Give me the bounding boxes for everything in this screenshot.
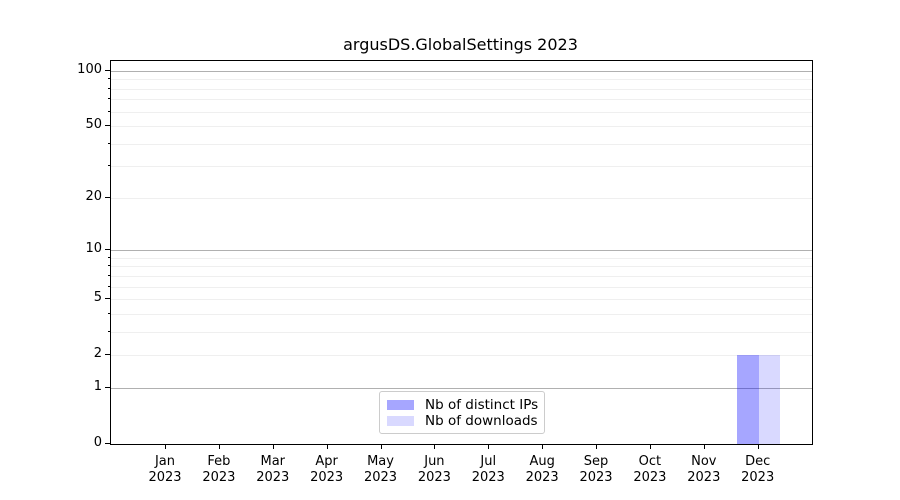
x-tick-label: Jun 2023: [417, 454, 451, 485]
y-tick-mark: [105, 196, 110, 198]
y-minor-tick-mark: [107, 330, 110, 332]
x-tick-label: Jul 2023: [471, 454, 505, 485]
gridline-major: [111, 387, 812, 389]
y-minor-tick-mark: [107, 312, 110, 314]
y-tick-mark: [105, 125, 110, 127]
gridline-minor: [111, 143, 812, 145]
legend-label-distinct-ips: Nb of distinct IPs: [425, 397, 539, 413]
legend-item-downloads: Nb of downloads: [387, 413, 538, 429]
y-minor-tick-mark: [107, 165, 110, 167]
y-tick-mark: [105, 69, 110, 71]
x-tick-mark: [649, 444, 651, 449]
y-tick-label: 100: [77, 61, 102, 77]
x-tick-mark: [272, 444, 274, 449]
x-tick-mark: [488, 444, 490, 449]
gridline-minor: [111, 299, 812, 301]
y-minor-tick-mark: [107, 265, 110, 267]
y-minor-tick-mark: [107, 110, 110, 112]
x-tick-mark: [380, 444, 382, 449]
x-tick-label: Dec 2023: [741, 454, 775, 485]
y-minor-tick-mark: [107, 87, 110, 89]
x-tick-mark: [703, 444, 705, 449]
gridline-minor: [111, 275, 812, 277]
x-tick-label: Aug 2023: [525, 454, 559, 485]
legend-swatch-distinct-ips: [387, 400, 414, 410]
gridline-minor: [111, 197, 812, 199]
gridline-minor: [111, 331, 812, 333]
y-minor-tick-mark: [107, 274, 110, 276]
x-tick-label: Sep 2023: [579, 454, 613, 485]
bar-distinct-ips: [737, 355, 759, 444]
x-tick-label: Jan 2023: [148, 454, 182, 485]
y-tick-label: 20: [85, 188, 102, 204]
y-tick-mark: [105, 249, 110, 251]
gridline-minor: [111, 355, 812, 357]
y-tick-mark: [105, 443, 110, 444]
x-tick-mark: [596, 444, 598, 449]
x-tick-label: May 2023: [363, 454, 398, 485]
x-tick-label: Mar 2023: [256, 454, 290, 485]
y-minor-tick-mark: [107, 285, 110, 287]
legend: Nb of distinct IPs Nb of downloads: [379, 391, 545, 434]
x-tick-mark: [542, 444, 544, 449]
x-tick-label: Apr 2023: [310, 454, 344, 485]
y-tick-label: 50: [85, 117, 102, 133]
legend-item-distinct-ips: Nb of distinct IPs: [387, 397, 539, 413]
bar-downloads: [758, 355, 781, 444]
y-tick-label: 1: [93, 378, 102, 394]
y-minor-tick-mark: [107, 142, 110, 144]
y-tick-label: 5: [93, 290, 102, 306]
gridline-minor: [111, 313, 812, 315]
y-minor-tick-mark: [107, 256, 110, 258]
x-tick-mark: [757, 444, 759, 449]
y-tick-label: 0: [93, 435, 102, 450]
y-tick-mark: [105, 354, 110, 356]
y-tick-label: 10: [85, 241, 102, 257]
x-tick-mark: [165, 444, 166, 449]
y-minor-tick-mark: [107, 78, 110, 80]
x-tick-label: Nov 2023: [687, 454, 721, 485]
y-minor-tick-mark: [107, 98, 110, 100]
gridline-minor: [111, 111, 812, 113]
y-tick-mark: [105, 386, 110, 388]
y-tick-mark: [105, 298, 110, 300]
gridline-minor: [111, 126, 812, 128]
gridline-minor: [111, 266, 812, 268]
gridline-minor: [111, 257, 812, 259]
gridline-major: [111, 70, 812, 72]
gridline-minor: [111, 79, 812, 81]
x-tick-label: Oct 2023: [633, 454, 667, 485]
plot-area: [110, 60, 813, 445]
y-tick-label: 2: [93, 346, 102, 362]
gridline-minor: [111, 286, 812, 288]
chart-title: argusDS.GlobalSettings 2023: [343, 35, 578, 54]
gridline-major: [111, 250, 812, 252]
gridline-minor: [111, 88, 812, 90]
legend-label-downloads: Nb of downloads: [425, 413, 538, 429]
gridline-minor: [111, 99, 812, 101]
x-tick-mark: [434, 444, 436, 449]
x-tick-mark: [218, 444, 220, 449]
legend-swatch-downloads: [387, 416, 414, 426]
gridline-minor: [111, 166, 812, 168]
x-tick-mark: [326, 444, 328, 449]
x-tick-label: Feb 2023: [202, 454, 236, 485]
